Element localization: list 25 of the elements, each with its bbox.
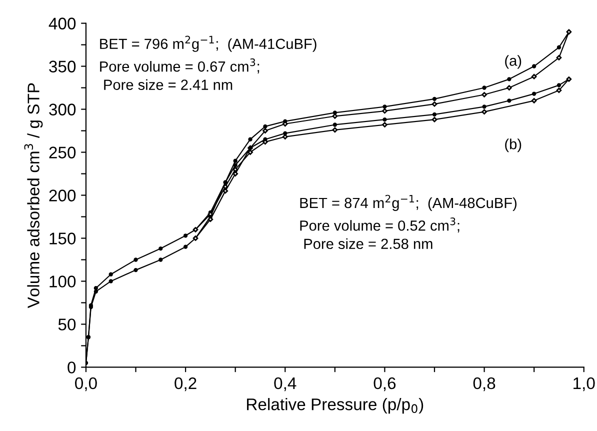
y-tick-label: 300 bbox=[49, 104, 76, 116]
annotation: (b) bbox=[505, 138, 522, 152]
y-tick-label: 150 bbox=[50, 232, 76, 244]
x-tick-label: 0,2 bbox=[174, 377, 196, 392]
y-tick-label: 350 bbox=[49, 60, 76, 72]
y-tick-label: 250 bbox=[49, 146, 76, 158]
y-tick-label: 100 bbox=[50, 276, 76, 288]
x-tick-label: 0,8 bbox=[473, 377, 496, 392]
x-tick-label: 1,0 bbox=[574, 377, 595, 392]
y-tick-label: 50 bbox=[58, 318, 76, 330]
y-tick-label: 0 bbox=[68, 362, 76, 374]
x-tick-label: 0,4 bbox=[274, 377, 296, 392]
annotation: Pore size = 2.41 nm bbox=[104, 79, 232, 90]
annotation: Pore volume = 0.52 cm$^{3}$; bbox=[300, 217, 460, 233]
annotation: BET = 874 m$^{2}$g$^{−1}$; (AM-48CuBF) bbox=[300, 194, 517, 211]
x-axis-title: Relative Pressure (p/p$_{0}$) bbox=[247, 398, 424, 414]
y-tick-label: 200 bbox=[49, 190, 76, 202]
x-tick-label: 0,6 bbox=[374, 377, 396, 392]
annotation: Pore size = 2.58 nm bbox=[304, 238, 432, 250]
y-tick-label: 400 bbox=[48, 18, 76, 30]
annotation: BET = 796 m$^{2}$g$^{−1}$; (AM-41CuBF) bbox=[100, 36, 316, 52]
x-tick-label: 0,0 bbox=[75, 377, 97, 392]
annotation: Pore volume = 0.67 cm$^{3}$; bbox=[100, 58, 260, 74]
y-axis-title: Volume adsorbed cm$^{3}$ / g STP bbox=[24, 83, 43, 308]
annotation: (a) bbox=[505, 55, 522, 69]
